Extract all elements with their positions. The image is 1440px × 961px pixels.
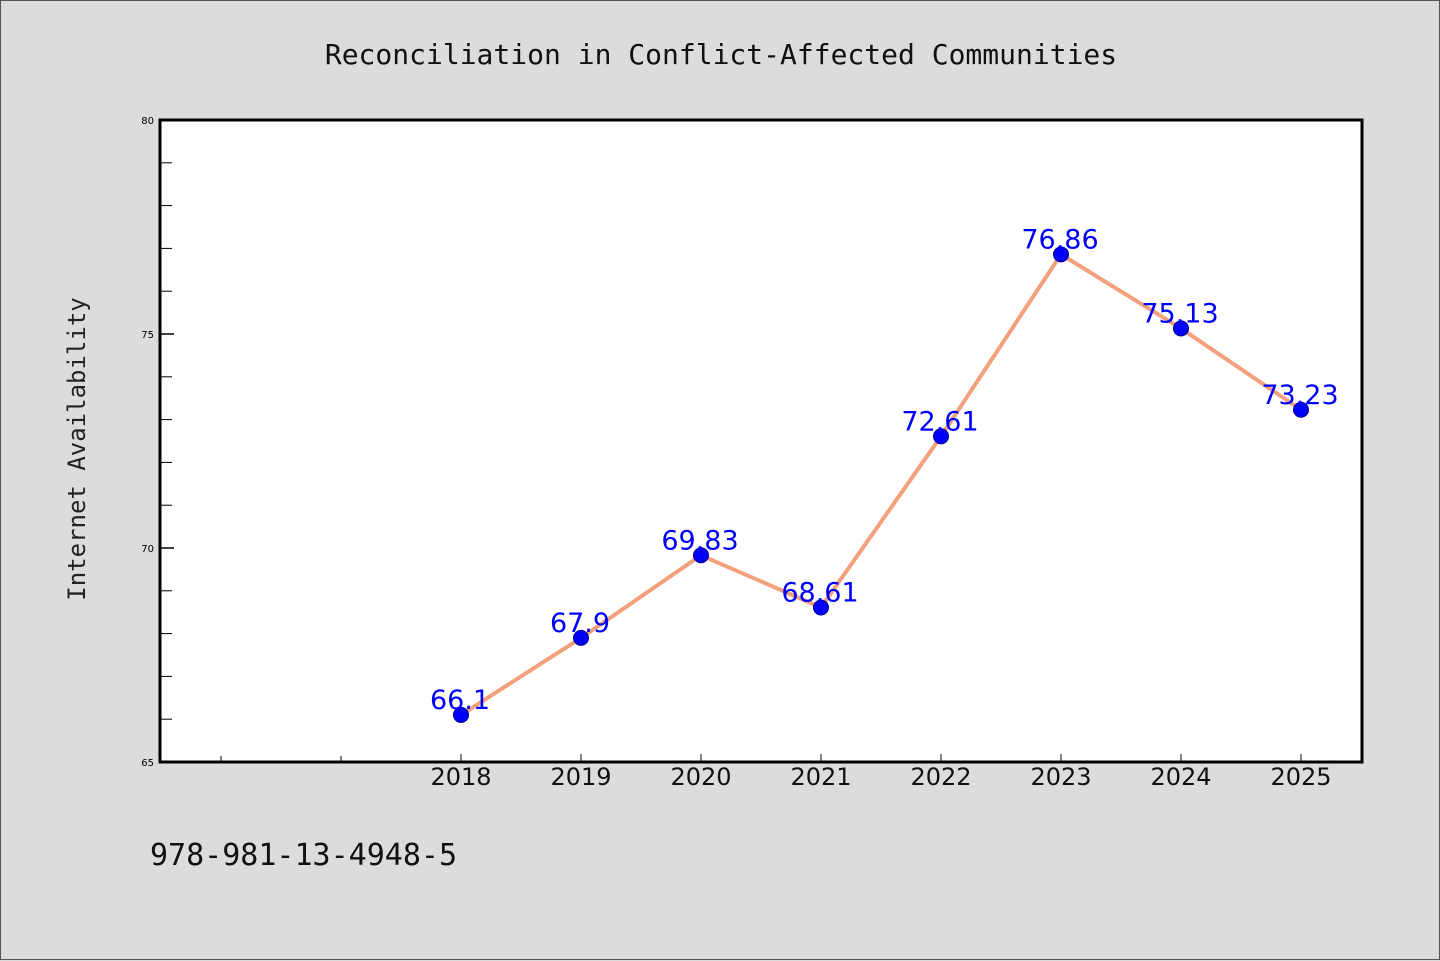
data-label: 66.1 — [430, 685, 490, 716]
x-tick-label: 2022 — [910, 763, 971, 791]
plot-area — [158, 118, 1364, 764]
x-tick-label: 2020 — [670, 763, 731, 791]
data-label: 76.86 — [1021, 224, 1098, 255]
data-label: 67.9 — [550, 608, 610, 639]
series-line — [459, 252, 1303, 717]
x-tick-label: 2025 — [1270, 763, 1331, 791]
data-point — [693, 547, 709, 564]
data-point — [1293, 401, 1309, 418]
x-tick-label: 2023 — [1030, 763, 1091, 791]
series-group: 66.1 67.9 69.83 68.61 72.61 76.86 75.13 73.23 — [430, 224, 1339, 723]
chart-title: Reconciliation in Conflict-Affected Comm… — [325, 38, 1117, 71]
y-tick-label: 70 — [141, 544, 154, 555]
minor-ticks — [159, 162, 342, 762]
x-tick-label: 2019 — [550, 763, 611, 791]
data-point — [933, 428, 949, 445]
data-point — [813, 599, 829, 616]
x-tick-label: 2021 — [790, 763, 851, 791]
x-tick-label: 2024 — [1150, 763, 1211, 791]
data-label: 75.13 — [1141, 298, 1218, 329]
y-tick-label: 80 — [141, 116, 154, 127]
data-label: 73.23 — [1261, 380, 1338, 411]
x-tick-label: 2018 — [430, 763, 491, 791]
data-point — [1053, 246, 1069, 263]
data-label: 69.83 — [661, 525, 738, 556]
y-axis-label: Internet Availability — [63, 297, 91, 600]
isbn-text: 978-981-13-4948-5 — [150, 838, 457, 873]
x-axis-ticks: 2018 2019 2020 2021 2022 2023 2024 2025 — [430, 754, 1332, 791]
data-point — [453, 706, 469, 723]
y-tick-label: 65 — [141, 758, 154, 769]
y-axis-ticks: 65 70 75 80 — [141, 116, 174, 769]
data-point — [1173, 320, 1189, 337]
data-label: 68.61 — [781, 577, 858, 608]
data-label: 72.61 — [901, 406, 978, 437]
y-tick-label: 75 — [141, 330, 154, 341]
data-point — [573, 629, 589, 646]
